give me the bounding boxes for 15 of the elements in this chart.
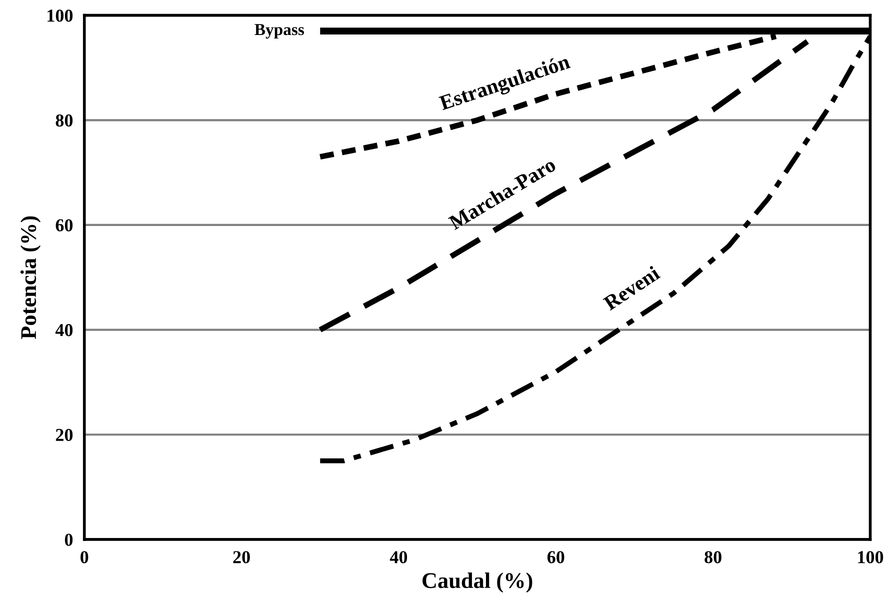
x-tick-label: 40 <box>390 551 408 564</box>
y-tick-label: 60 <box>56 219 73 232</box>
y-tick-label: 20 <box>56 428 73 442</box>
y-axis-title: Potencia (%) <box>20 216 41 340</box>
y-tick-label: 100 <box>48 10 73 22</box>
x-tick-label: 0 <box>80 551 88 564</box>
y-tick-label: 0 <box>64 534 73 546</box>
x-tick-label: 60 <box>547 551 564 564</box>
x-tick-label: 100 <box>858 551 884 564</box>
x-tick-label: 80 <box>704 551 722 564</box>
x-axis-title: Caudal (%) <box>422 572 532 593</box>
y-tick-label: 40 <box>55 324 73 336</box>
x-tick-label: 20 <box>233 551 250 564</box>
y-tick-label: 80 <box>56 114 73 127</box>
series-label: Bypass <box>254 24 304 39</box>
